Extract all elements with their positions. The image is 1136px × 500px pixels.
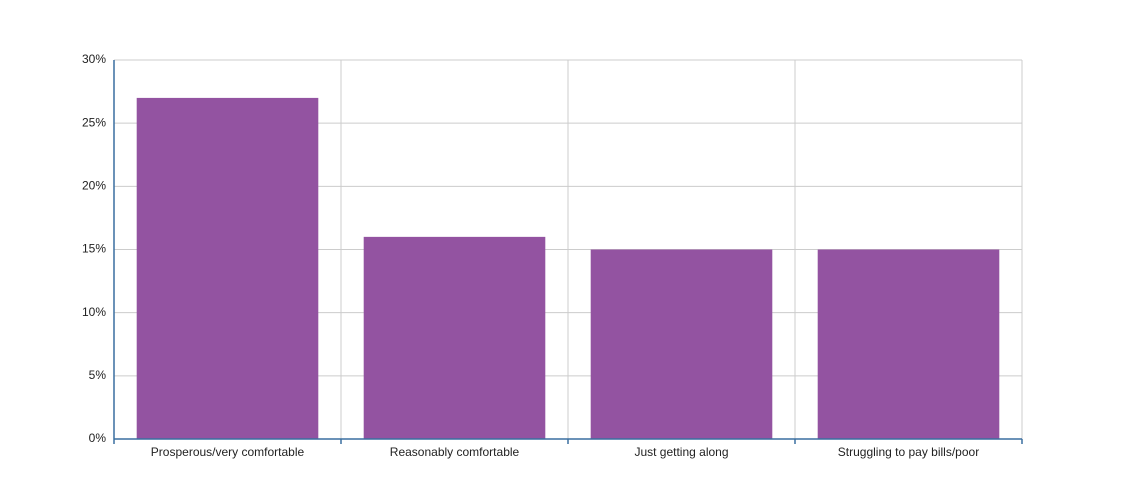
x-tick-label: Just getting along <box>634 445 728 459</box>
x-tick-label: Prosperous/very comfortable <box>151 445 305 459</box>
bar <box>590 249 773 439</box>
x-tick-label: Reasonably comfortable <box>390 445 520 459</box>
bar <box>363 236 546 439</box>
y-tick-label: 30% <box>82 52 106 66</box>
bar <box>136 97 319 440</box>
x-tick-label: Struggling to pay bills/poor <box>838 445 979 459</box>
y-tick-label: 15% <box>82 242 106 256</box>
y-tick-label: 25% <box>82 115 106 129</box>
y-tick-label: 10% <box>82 305 106 319</box>
y-tick-label: 5% <box>89 368 107 382</box>
y-tick-label: 20% <box>82 179 106 193</box>
bar <box>817 249 1000 439</box>
y-tick-label: 0% <box>89 431 107 445</box>
